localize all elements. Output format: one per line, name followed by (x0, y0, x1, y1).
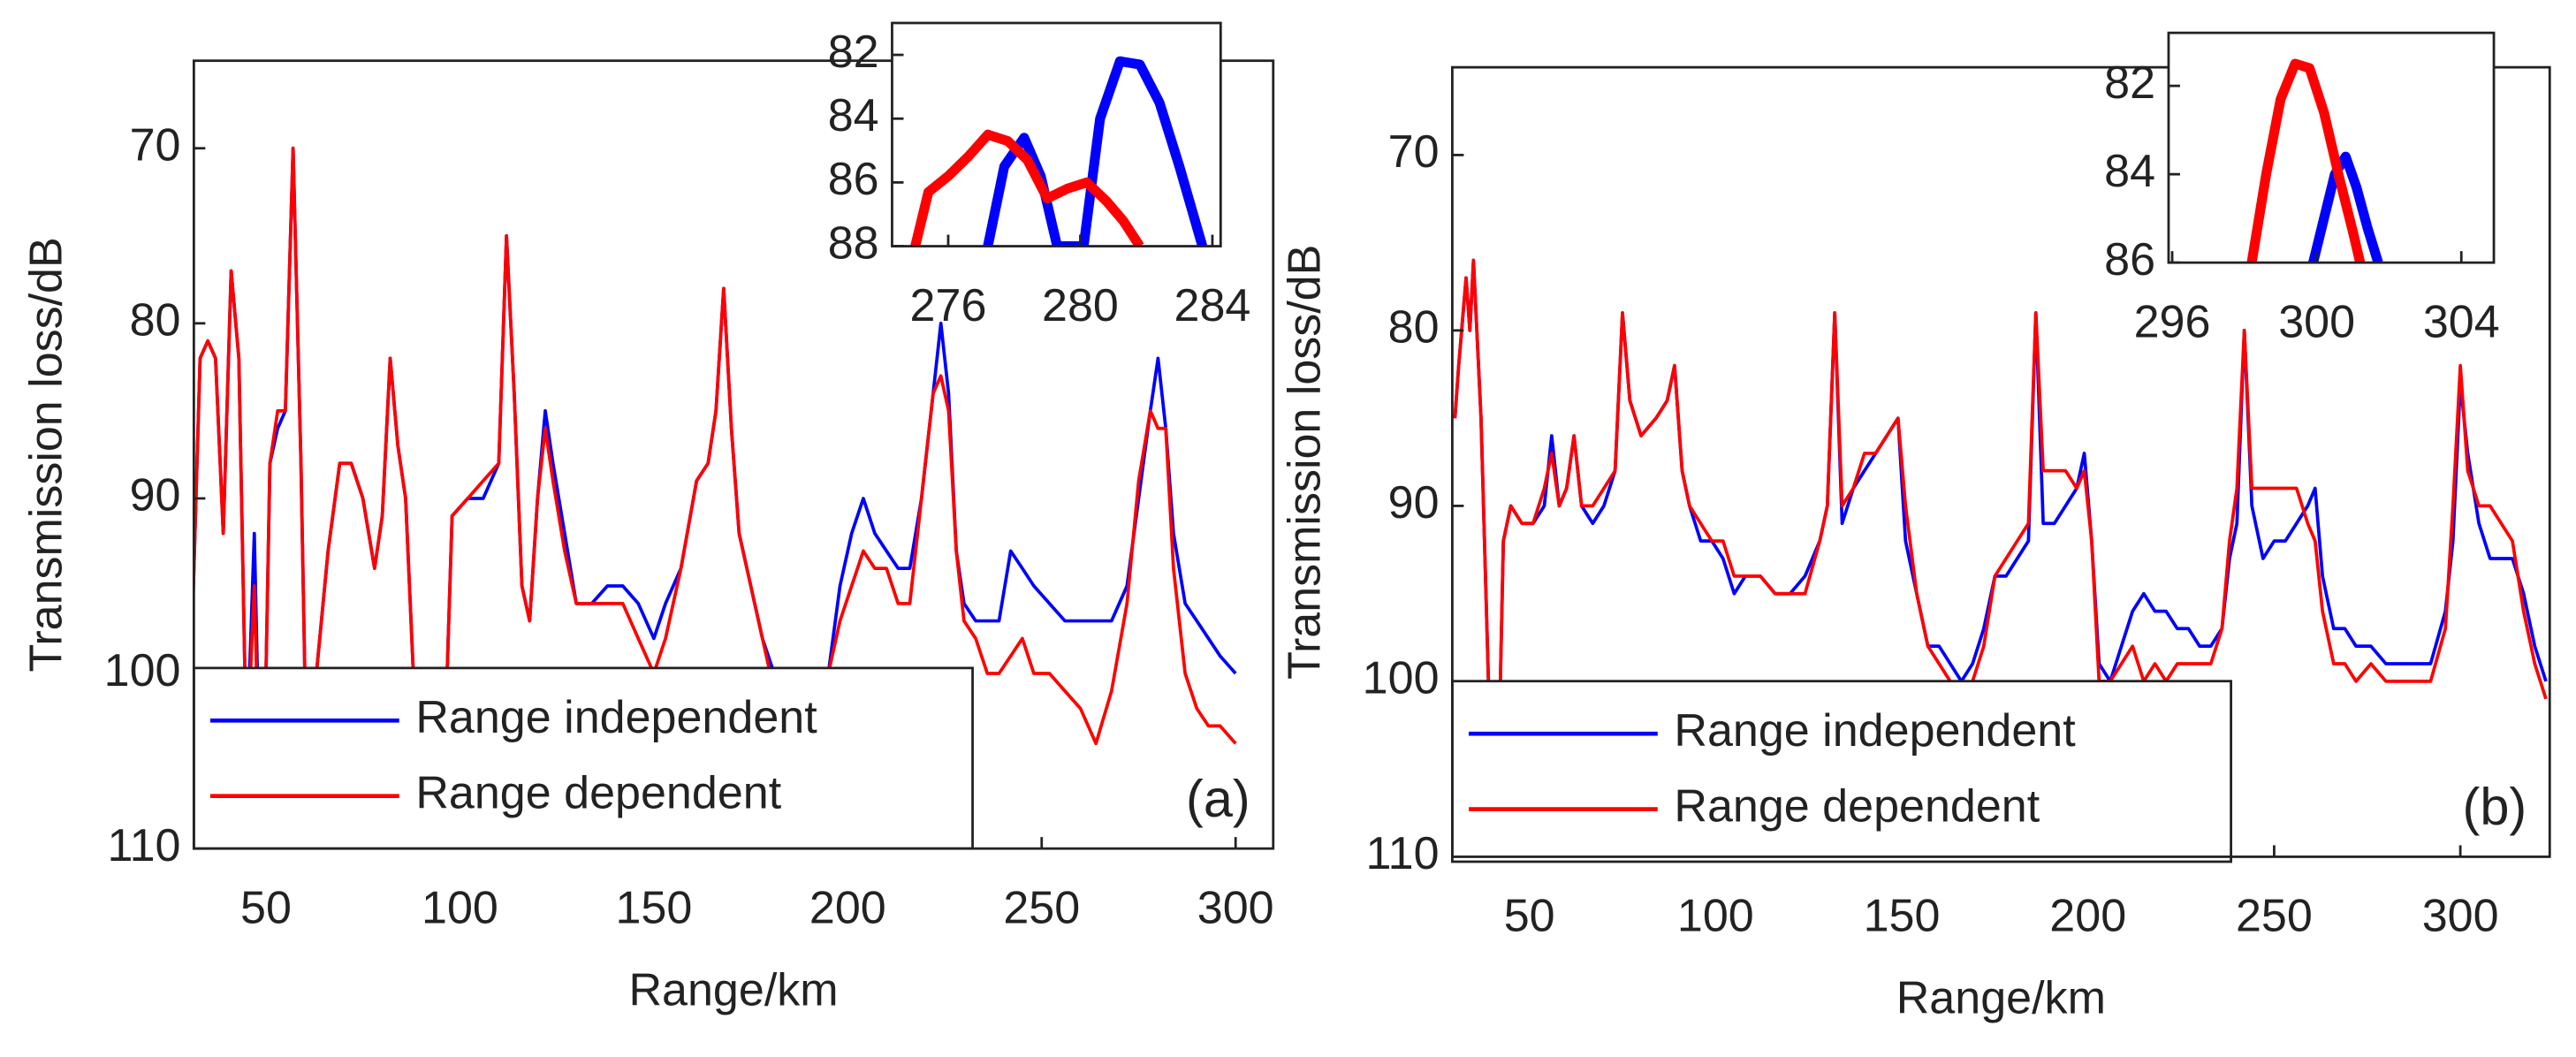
y-tick-label: 100 (1363, 653, 1440, 704)
x-tick-label: 50 (1504, 891, 1555, 942)
x-axis-label: Range/km (1896, 973, 2106, 1024)
x-tick-label: 200 (809, 882, 886, 933)
panel-label: (b) (2463, 777, 2527, 836)
axes-frame (2167, 31, 2496, 264)
y-tick-label: 86 (828, 154, 879, 205)
y-tick-label: 100 (104, 645, 181, 696)
x-tick-label: 250 (2236, 891, 2313, 942)
x-tick-label: 300 (2422, 891, 2499, 942)
x-tick-label: 300 (2278, 296, 2355, 347)
series-line (2246, 58, 2366, 263)
y-tick-label: 90 (130, 470, 181, 521)
x-tick-label: 276 (910, 280, 987, 331)
y-axis-label: Transmission loss/dB (20, 237, 72, 672)
y-tick-label: 82 (2104, 57, 2155, 109)
x-tick-label: 150 (615, 882, 692, 933)
x-tick-label: 100 (422, 882, 498, 933)
y-tick-label: 84 (2104, 146, 2155, 197)
axes-frame (192, 59, 1275, 850)
x-tick-label: 250 (1003, 882, 1080, 933)
axes-frame (891, 21, 1222, 247)
y-tick-label: 110 (1366, 828, 1440, 879)
legend-label: Range dependent (1674, 780, 2040, 832)
x-tick-label: 304 (2423, 296, 2500, 347)
y-tick-label: 90 (1388, 477, 1440, 528)
y-tick-label: 80 (130, 295, 181, 346)
y-tick-label: 84 (828, 90, 879, 141)
legend-label: Range independent (415, 692, 817, 743)
panel-label: (a) (1186, 769, 1250, 828)
legend-label: Range dependent (415, 767, 781, 818)
series-line (1453, 258, 2548, 857)
x-tick-label: 296 (2134, 296, 2211, 347)
x-tick-label: 150 (1864, 891, 1941, 942)
y-tick-label: 86 (2104, 234, 2155, 285)
y-tick-label: 110 (108, 820, 181, 871)
y-tick-label: 70 (130, 120, 181, 171)
x-tick-label: 100 (1677, 891, 1754, 942)
series-line (2308, 151, 2383, 263)
x-tick-label: 284 (1174, 280, 1251, 331)
y-tick-label: 88 (828, 217, 879, 269)
series-line (910, 129, 1144, 247)
legend-label: Range independent (1674, 705, 2076, 757)
series-line (1453, 258, 2548, 857)
y-tick-label: 82 (828, 27, 879, 78)
y-tick-label: 80 (1388, 302, 1440, 354)
x-tick-label: 200 (2049, 891, 2126, 942)
x-tick-label: 50 (240, 882, 292, 933)
y-axis-label: Transmission loss/dB (1280, 245, 1331, 680)
x-axis-label: Range/km (628, 964, 838, 1015)
y-tick-label: 70 (1388, 126, 1440, 178)
x-tick-label: 280 (1042, 280, 1119, 331)
axes-frame (1451, 65, 2551, 858)
legend-box (192, 666, 974, 850)
x-tick-label: 300 (1197, 882, 1274, 933)
